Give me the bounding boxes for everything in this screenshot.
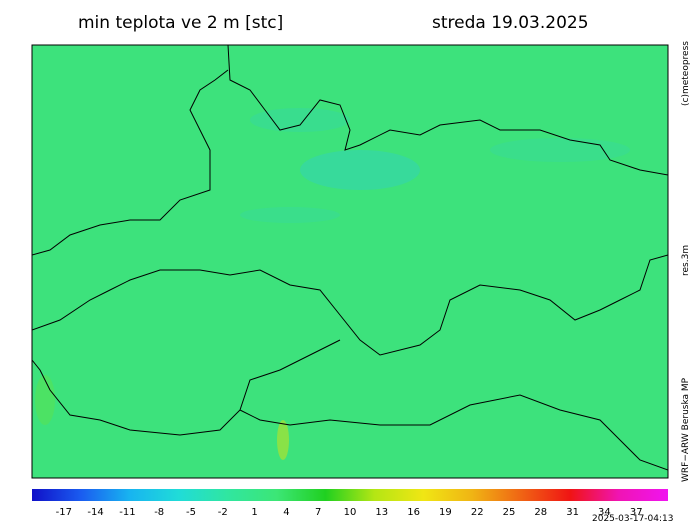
resolution-label: res.3m — [681, 245, 691, 276]
colorbar-label: -14 — [87, 507, 103, 518]
map-date: streda 19.03.2025 — [432, 13, 589, 33]
copyright-label: (c)meteopress — [681, 41, 691, 106]
colorbar-label: -8 — [154, 507, 164, 518]
colorbar-label: 31 — [566, 507, 579, 518]
colorbar — [32, 489, 668, 501]
colorbar-label: -5 — [186, 507, 196, 518]
colorbar-label: -2 — [218, 507, 228, 518]
map-frame — [31, 44, 669, 479]
colorbar-label: 22 — [471, 507, 484, 518]
colorbar-label: 19 — [439, 507, 452, 518]
colorbar-label: 34 — [598, 507, 611, 518]
colorbar-label: 4 — [283, 507, 289, 518]
colorbar-label: -11 — [119, 507, 135, 518]
timestamp: 2025-03-17-04:13 — [592, 514, 674, 524]
map-title: min teplota ve 2 m [stc] — [78, 13, 283, 33]
colorbar-label: 13 — [375, 507, 388, 518]
colorbar-label: 7 — [315, 507, 321, 518]
colorbar-label: 25 — [503, 507, 516, 518]
borders — [32, 45, 668, 471]
colorbar-label: 28 — [534, 507, 547, 518]
colorbar-label: 16 — [407, 507, 420, 518]
colorbar-label: -17 — [56, 507, 72, 518]
colorbar-label: 1 — [251, 507, 257, 518]
model-label: WRF−ARW Beruska MP — [681, 377, 691, 482]
colorbar-label: 37 — [630, 507, 643, 518]
colorbar-label: 10 — [344, 507, 357, 518]
map-field — [32, 45, 668, 478]
